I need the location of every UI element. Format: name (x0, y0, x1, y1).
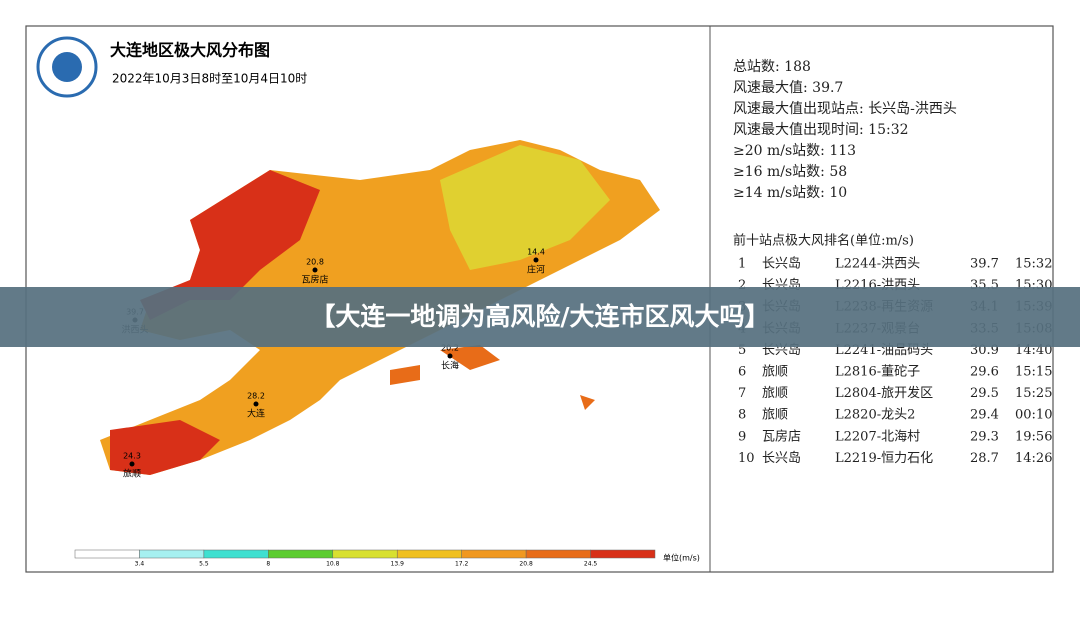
station-value: 24.3 (123, 452, 141, 461)
ranking-cell: 19:56 (1015, 429, 1052, 444)
ranking-cell: 15:32 (1015, 257, 1052, 272)
legend-threshold: 17.2 (455, 561, 469, 568)
legend-unit: 单位(m/s) (663, 553, 700, 563)
ranking-title: 前十站点极大风排名(单位:m/s) (733, 233, 914, 249)
ranking-cell: L2244-洪西头 (835, 257, 920, 272)
ranking-cell: 29.4 (970, 408, 999, 423)
ranking-cell: 旅顺 (762, 408, 788, 423)
ranking-cell: 9 (738, 429, 746, 444)
stat-line: 风速最大值出现时间: 15:32 (733, 122, 909, 138)
stat-line: 总站数: 188 (733, 59, 811, 75)
ranking-cell: L2820-龙头2 (835, 408, 915, 423)
station-name: 长海 (441, 360, 459, 372)
ranking-cell: 29.3 (970, 429, 999, 444)
station-value: 20.8 (306, 258, 324, 267)
legend-threshold: 3.4 (135, 561, 145, 568)
ranking-cell: L2219-恒力石化 (835, 451, 933, 466)
banner-text: 【大连一地调为高风险/大连市区风大吗】 (310, 302, 769, 331)
station-name: 庄河 (527, 264, 545, 276)
legend-threshold: 20.8 (519, 561, 533, 568)
map-title: 大连地区极大风分布图 (110, 41, 270, 60)
map-subtitle: 2022年10月3日8时至10月4日10时 (112, 72, 307, 86)
station-dot (129, 461, 135, 467)
stat-line: ≥14 m/s站数: 10 (733, 185, 847, 201)
stat-line: ≥20 m/s站数: 113 (733, 143, 856, 159)
legend-swatch (74, 549, 140, 559)
high-wind-zone (140, 170, 320, 320)
station-dot (447, 353, 453, 359)
legend-threshold: 24.5 (584, 561, 598, 568)
legend-threshold: 8 (266, 561, 270, 568)
ranking-cell: 长兴岛 (762, 256, 801, 272)
stat-line: 风速最大值: 39.7 (733, 80, 843, 96)
banner (0, 287, 1080, 347)
legend-swatch (268, 549, 334, 559)
legend-threshold: 13.9 (391, 561, 405, 568)
logo-inner (52, 52, 82, 82)
ranking-cell: 长兴岛 (762, 450, 801, 466)
station-dot (312, 267, 318, 273)
ranking-cell: 旅顺 (762, 386, 788, 401)
ranking-cell: 6 (738, 365, 746, 380)
ranking-cell: 29.5 (970, 386, 999, 401)
legend-swatch (396, 549, 462, 559)
legend-swatch (332, 549, 398, 559)
ranking-cell: 15:25 (1015, 386, 1052, 401)
ranking-cell: L2804-旅开发区 (835, 385, 933, 401)
legend-swatch (525, 549, 591, 559)
stat-line: ≥16 m/s站数: 58 (733, 164, 847, 180)
ranking-cell: L2816-董砣子 (835, 365, 920, 380)
station-value: 14.4 (527, 248, 545, 257)
ranking-cell: 28.7 (970, 451, 999, 466)
station-value: 28.2 (247, 392, 265, 401)
low-wind-zone (440, 145, 610, 270)
ranking-cell: 7 (738, 386, 746, 401)
station-name: 大连 (247, 408, 265, 420)
ranking-cell: 15:15 (1015, 365, 1052, 380)
legend-swatch (461, 549, 527, 559)
station-name: 旅顺 (123, 468, 141, 480)
high-wind-zone (110, 420, 220, 475)
stat-line: 风速最大值出现站点: 长兴岛-洪西头 (733, 101, 957, 117)
legend-swatch (203, 549, 269, 559)
ranking-cell: L2207-北海村 (835, 429, 920, 444)
ranking-cell: 39.7 (970, 257, 999, 272)
station-dot (253, 401, 259, 407)
legend-swatch (590, 549, 656, 559)
station-dot (533, 257, 539, 263)
station-value: 20.2 (441, 344, 459, 353)
ranking-cell: 29.6 (970, 365, 999, 380)
ranking-cell: 瓦房店 (762, 428, 801, 444)
ranking-cell: 5 (738, 343, 746, 358)
legend-swatch (139, 549, 205, 559)
ranking-cell: 2 (738, 278, 746, 293)
ranking-cell: 8 (738, 408, 746, 423)
legend-threshold: 10.8 (326, 561, 340, 568)
ranking-cell: 1 (738, 257, 746, 272)
station-name: 瓦房店 (301, 274, 328, 286)
ranking-cell: 10 (738, 451, 755, 466)
islands (390, 345, 595, 410)
ranking-cell: 旅顺 (762, 365, 788, 380)
legend-threshold: 5.5 (199, 561, 209, 568)
ranking-cell: 14:26 (1015, 451, 1052, 466)
ranking-cell: 00:10 (1015, 408, 1052, 423)
